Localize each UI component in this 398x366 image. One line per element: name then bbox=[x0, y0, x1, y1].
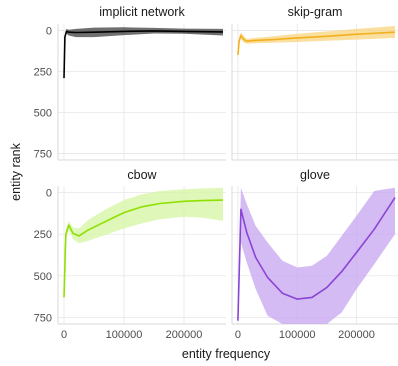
confidence-band bbox=[64, 27, 223, 79]
y-tick-label: 250 bbox=[34, 67, 52, 79]
panel-cbow: cbow 0 250 500 750 0 100000 200000 bbox=[34, 168, 226, 341]
y-tick-label: 500 bbox=[34, 271, 52, 283]
x-tick-label: 100000 bbox=[106, 329, 143, 341]
y-tick-label: 0 bbox=[46, 26, 52, 38]
y-axis-label: entity rank bbox=[9, 142, 23, 200]
x-tick-label: 100000 bbox=[279, 329, 316, 341]
series-line bbox=[237, 197, 396, 321]
confidence-band bbox=[237, 26, 395, 56]
y-tick-label: 250 bbox=[34, 229, 52, 241]
x-tick-label: 200000 bbox=[166, 329, 203, 341]
x-axis-label: entity frequency bbox=[182, 347, 271, 361]
panel-skip-gram: skip-gram bbox=[231, 5, 398, 161]
series-line bbox=[63, 199, 224, 298]
panel-title: cbow bbox=[127, 168, 157, 182]
panel-title: implicit network bbox=[99, 5, 185, 19]
confidence-band bbox=[237, 187, 395, 324]
y-tick-label: 750 bbox=[34, 312, 52, 324]
y-tick-label: 0 bbox=[46, 188, 52, 200]
x-tick-label: 200000 bbox=[338, 329, 375, 341]
panel-implicit-network: implicit network 0 250 500 750 bbox=[34, 5, 226, 161]
x-tick-label: 0 bbox=[61, 329, 67, 341]
panel-title: skip-gram bbox=[288, 5, 343, 19]
series-line bbox=[63, 30, 224, 79]
confidence-band bbox=[64, 187, 223, 298]
panel-glove: glove 0 100000 200000 bbox=[231, 168, 398, 341]
y-tick-label: 750 bbox=[34, 148, 52, 160]
panel-title: glove bbox=[300, 168, 330, 182]
x-tick-label: 0 bbox=[235, 329, 241, 341]
y-tick-label: 500 bbox=[34, 107, 52, 119]
series-line bbox=[237, 31, 396, 56]
